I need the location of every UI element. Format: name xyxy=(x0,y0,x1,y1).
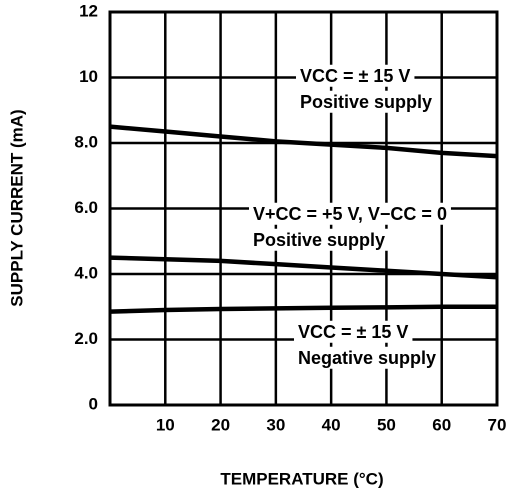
annotation-bg xyxy=(296,90,437,113)
y-tick-label: 6.0 xyxy=(74,198,98,217)
annotation: Positive supply xyxy=(253,230,385,250)
y-tick-label: 10 xyxy=(79,67,98,86)
annotation-bg xyxy=(294,346,441,369)
annotation: Negative supply xyxy=(298,348,436,368)
annotation-bg xyxy=(249,228,390,251)
annotation-bg xyxy=(296,64,415,87)
series-line xyxy=(109,124,498,159)
x-tick-label: 30 xyxy=(266,415,285,434)
annotation: Positive supply xyxy=(300,92,432,112)
y-axis-label: SUPPLY CURRENT (mA) xyxy=(7,109,26,306)
annotation-bg xyxy=(249,202,451,225)
series-line xyxy=(109,255,498,280)
y-tick-label: 0 xyxy=(89,394,98,413)
annotation: VCC = ± 15 V xyxy=(300,66,410,86)
annotation: V+CC = +5 V, V−CC = 0 xyxy=(253,204,447,224)
x-tick-label: 60 xyxy=(432,415,451,434)
y-tick-label: 8.0 xyxy=(74,132,98,151)
x-tick-label: 70 xyxy=(488,415,507,434)
x-tick-label: 10 xyxy=(156,415,175,434)
annotation: VCC = ± 15 V xyxy=(298,322,408,342)
x-tick-label: 40 xyxy=(322,415,341,434)
x-axis-label: TEMPERATURE (°C) xyxy=(220,469,383,488)
y-tick-label: 12 xyxy=(79,1,98,20)
y-tick-label: 2.0 xyxy=(74,329,98,348)
series-line xyxy=(109,304,497,314)
x-tick-label: 20 xyxy=(211,415,230,434)
x-tick-label: 50 xyxy=(377,415,396,434)
y-tick-label: 4.0 xyxy=(74,263,98,282)
annotation-bg xyxy=(294,320,413,343)
plot-frame xyxy=(108,10,499,407)
